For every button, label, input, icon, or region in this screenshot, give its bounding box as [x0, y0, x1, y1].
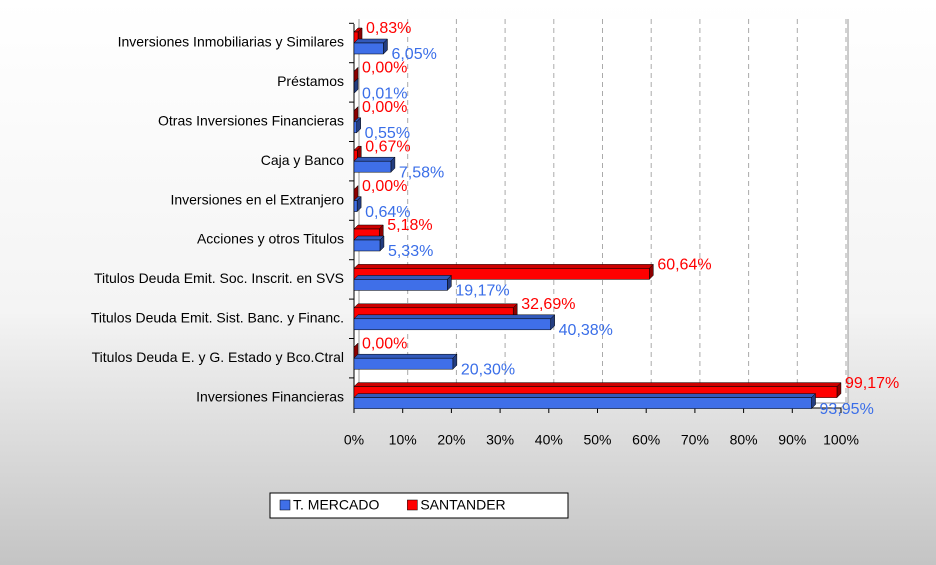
value-label: 0,64%: [365, 204, 410, 221]
legend-swatch: [407, 499, 418, 511]
y-tick-label: Inversiones Financieras: [196, 388, 344, 404]
legend-box: [269, 492, 569, 519]
x-tick-label: 90%: [778, 432, 806, 448]
bar: [353, 121, 357, 134]
value-label: 6,05%: [391, 46, 436, 63]
bar-top: [353, 275, 452, 280]
value-label: 0,00%: [362, 60, 407, 77]
legend-label: T. MERCADO: [293, 497, 379, 513]
value-label: 5,33%: [388, 243, 433, 260]
x-tick-label: 0%: [344, 432, 364, 448]
bar: [353, 42, 384, 55]
value-label: 93,95%: [820, 401, 874, 418]
bar: [353, 397, 812, 409]
legend-label: SANTANDER: [420, 497, 505, 513]
y-tick-label: Inversiones Inmobiliarias y Similares: [118, 34, 344, 50]
y-tick-label: Caja y Banco: [261, 152, 344, 168]
y-tick-label: Acciones y otros Titulos: [197, 231, 344, 247]
value-label: 0,55%: [365, 125, 410, 142]
legend-swatch: [279, 499, 291, 511]
bar-top: [353, 382, 842, 387]
value-label: 0,01%: [362, 86, 407, 103]
y-tick-label: Titulos Deuda E. y G. Estado y Bco.Ctral: [92, 349, 344, 365]
floor-line: [840, 402, 847, 409]
bar-top: [353, 224, 384, 230]
value-label: 20,30%: [461, 361, 515, 378]
x-tick-label: 30%: [486, 432, 514, 448]
x-tick-label: 20%: [437, 432, 465, 448]
plot-area: [354, 19, 848, 408]
x-tick-label: 80%: [730, 432, 758, 448]
bar-top: [353, 353, 458, 359]
x-tick-label: 10%: [389, 432, 417, 448]
value-label: 99,17%: [845, 375, 899, 392]
bar: [353, 279, 448, 291]
x-tick-label: 40%: [535, 432, 563, 448]
value-label: 5,18%: [387, 217, 432, 234]
legend: T. MERCADO SANTANDER: [269, 492, 569, 519]
bar-top: [353, 264, 654, 269]
value-label: 7,58%: [399, 164, 444, 181]
bar-top: [353, 156, 396, 162]
value-label: 32,69%: [521, 296, 575, 313]
y-tick-label: Titulos Deuda Emit. Sist. Banc. y Financ…: [91, 310, 344, 326]
value-label: 0,00%: [362, 335, 407, 352]
y-tick-label: Préstamos: [277, 73, 344, 89]
bar-top: [353, 314, 556, 320]
bar-top: [353, 38, 389, 44]
bar: [353, 200, 358, 212]
bar: [353, 268, 650, 280]
y-tick-label: Otras Inversiones Financieras: [158, 113, 344, 129]
value-label: 0,00%: [362, 178, 407, 195]
x-tick-label: 70%: [681, 432, 709, 448]
x-tick-label: 50%: [583, 432, 611, 448]
x-tick-label: 60%: [632, 432, 660, 448]
bar-top: [353, 393, 817, 398]
bar-top: [353, 235, 385, 241]
y-tick-label: Inversiones en el Extranjero: [170, 191, 344, 207]
bar: [353, 239, 381, 252]
bar: [353, 160, 392, 173]
bar-top: [353, 303, 518, 309]
x-tick-label: 100%: [823, 432, 859, 448]
value-label: 0,83%: [366, 20, 411, 37]
value-label: 0,00%: [362, 99, 407, 116]
value-label: 40,38%: [559, 322, 613, 339]
value-label: 0,67%: [365, 138, 410, 155]
value-label: 60,64%: [657, 257, 711, 274]
bar: [353, 318, 551, 331]
y-tick-label: Titulos Deuda Emit. Soc. Inscrit. en SVS: [94, 270, 344, 286]
value-label: 19,17%: [455, 283, 509, 300]
bar: [353, 357, 454, 370]
